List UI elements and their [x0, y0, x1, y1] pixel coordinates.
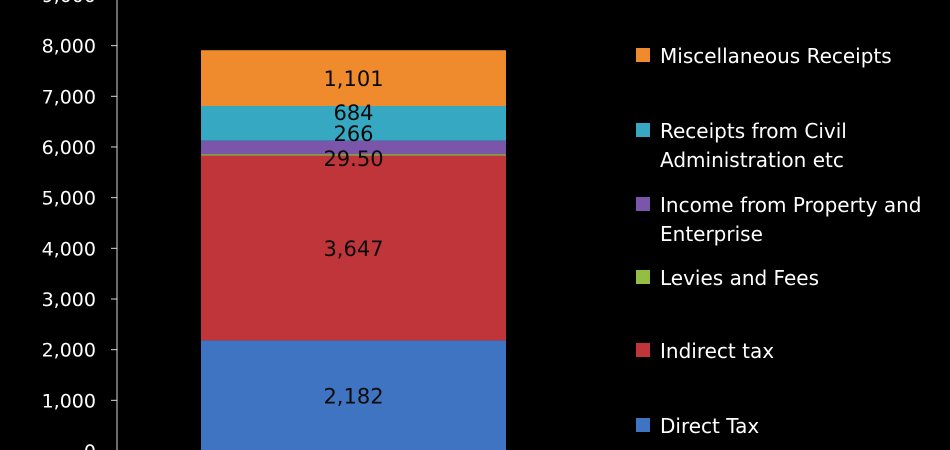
y-tick-label: 8,000	[42, 36, 96, 58]
data-label: 1,101	[323, 67, 383, 91]
legend-swatch	[636, 270, 650, 284]
y-tick-label: 5,000	[42, 188, 96, 210]
legend-label-line: Income from Property and	[660, 193, 922, 217]
legend-item: Indirect tax	[636, 337, 946, 366]
legend-label: Indirect tax	[660, 337, 774, 366]
legend-swatch	[636, 343, 650, 357]
legend-label-line: Enterprise	[660, 222, 763, 246]
data-label: 2,182	[323, 385, 383, 409]
bar-segment-miscellaneous-receipts	[201, 50, 506, 107]
data-label: 266	[333, 122, 373, 146]
bar-segment-income-from-property-and-enterprise	[201, 140, 506, 155]
bar-segment-indirect-tax	[201, 155, 506, 341]
legend-label-line: Indirect tax	[660, 339, 775, 363]
legend-label: Receipts from Civil Administration etc	[660, 117, 847, 175]
bar-segment-direct-tax	[201, 340, 506, 450]
legend-item: Miscellaneous Receipts	[636, 42, 946, 71]
legend-item: Income from Property and Enterprise	[636, 191, 946, 249]
legend-item: Receipts from Civil Administration etc	[636, 117, 946, 175]
legend-swatch	[636, 418, 650, 432]
y-axis: 0 1,000 2,000 3,000 4,000 5,000 6,000 7,000 8,00…	[42, 0, 118, 450]
bar-segment-receipts-from-civil-administration-etc	[201, 106, 506, 141]
bar-segment-levies-and-fees	[201, 154, 506, 156]
legend-label: Direct Tax	[660, 412, 759, 441]
legend-label-line: Levies and Fees	[660, 266, 819, 290]
y-tick-label: 9,000	[42, 0, 96, 7]
legend-label: Income from Property and Enterprise	[660, 191, 921, 249]
legend-swatch	[636, 197, 650, 211]
data-label: 684	[333, 101, 373, 125]
data-label: 29.50	[323, 147, 383, 171]
data-label: 3,647	[323, 237, 383, 261]
legend-swatch	[636, 123, 650, 137]
legend-item: Direct Tax	[636, 412, 946, 441]
y-tick-label: 1,000	[42, 390, 96, 412]
legend-label-line: Direct Tax	[660, 414, 760, 438]
y-tick-label: 0	[84, 441, 96, 450]
legend-label-line: Miscellaneous Receipts	[660, 44, 892, 68]
y-tick-label: 3,000	[42, 289, 96, 311]
legend-label: Miscellaneous Receipts	[660, 42, 892, 71]
y-tick-label: 2,000	[42, 340, 96, 362]
bar-stack	[201, 50, 506, 450]
legend-item: Levies and Fees	[636, 264, 946, 293]
y-tick-label: 6,000	[42, 137, 96, 159]
y-tick-label: 7,000	[42, 86, 96, 108]
legend-swatch	[636, 48, 650, 62]
legend-label: Levies and Fees	[660, 264, 819, 293]
legend-label-line: Receipts from Civil	[660, 119, 847, 143]
y-tick-label: 4,000	[42, 238, 96, 260]
legend: Miscellaneous Receipts Receipts from Civi…	[636, 0, 946, 450]
legend-label-line: Administration etc	[660, 148, 844, 172]
